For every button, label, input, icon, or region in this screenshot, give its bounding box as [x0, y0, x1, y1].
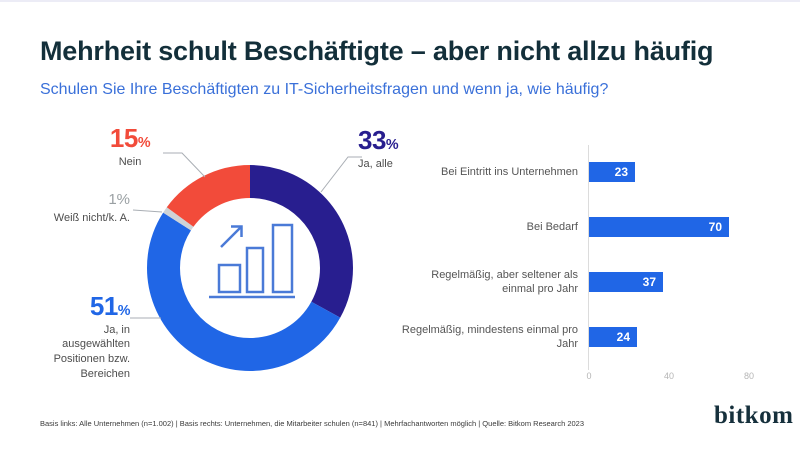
donut-sublabel-ja-alle: Ja, alle [358, 157, 393, 170]
bar-category-label-1: Bei Bedarf [526, 220, 578, 233]
bar-category-label-0: Bei Eintritt ins Unternehmen [441, 165, 578, 178]
bar-chart-axis [588, 145, 589, 370]
x-axis-tick-0: 0 [586, 371, 592, 381]
donut-label-weiss-nicht: 1% Weiß nicht/k. A. [28, 191, 130, 225]
donut-value-ja-ausgewaehlte: 51% [89, 291, 131, 321]
x-axis-tick-80: 80 [743, 371, 755, 381]
page-subtitle: Schulen Sie Ihre Beschäftigten zu IT-Sic… [40, 81, 609, 98]
donut-sublabel-nein: Nein [118, 155, 142, 168]
icon-bar-1 [217, 263, 242, 294]
growth-bar-chart-icon [209, 223, 295, 299]
donut-value-ja-alle: 33% [358, 125, 399, 155]
bitkom-logo: bitkom [714, 402, 794, 429]
donut-value-nein: 15% [109, 123, 151, 153]
bar-1: 70 [589, 217, 729, 237]
source-note: Basis links: Alle Unternehmen (n=1.002) … [40, 419, 585, 428]
x-axis-tick-40: 40 [663, 371, 675, 381]
donut-segment-1 [147, 165, 353, 371]
donut-label-ja-ausgewaehlte: 51% Ja, in ausgewählten Positionen bzw. … [28, 291, 131, 382]
page-title: Mehrheit schult Beschäftigte – aber nich… [40, 36, 714, 66]
bar-value-label-3: 24 [616, 330, 630, 344]
donut-value-weiss-nicht: 1% [108, 191, 130, 208]
icon-bar-2 [245, 246, 265, 294]
bar-2: 37 [589, 272, 663, 292]
donut-segment-3 [147, 165, 353, 371]
donut-chart [147, 165, 353, 371]
donut-label-ja-alle: 33% Ja, alle [358, 126, 478, 171]
arrow-shaft [220, 226, 242, 248]
bar-category-label-2: Regelmäßig, aber seltener als einmal pro… [431, 268, 578, 295]
donut-sublabel-ja-ausgewaehlte: Ja, in ausgewählten Positionen bzw. Bere… [53, 323, 130, 381]
top-divider [0, 0, 800, 2]
bar-3: 24 [589, 327, 637, 347]
donut-sublabel-weiss-nicht: Weiß nicht/k. A. [53, 211, 130, 224]
donut-label-nein: 15% Nein [95, 124, 165, 169]
bar-value-label-2: 37 [642, 275, 656, 289]
bar-category-label-3: Regelmäßig, mindestens einmal pro Jahr [401, 323, 578, 350]
arrow-head [231, 225, 243, 237]
bar-0: 23 [589, 162, 635, 182]
bar-value-label-1: 70 [708, 220, 722, 234]
icon-bar-3 [271, 223, 294, 294]
bar-value-label-0: 23 [614, 165, 628, 179]
